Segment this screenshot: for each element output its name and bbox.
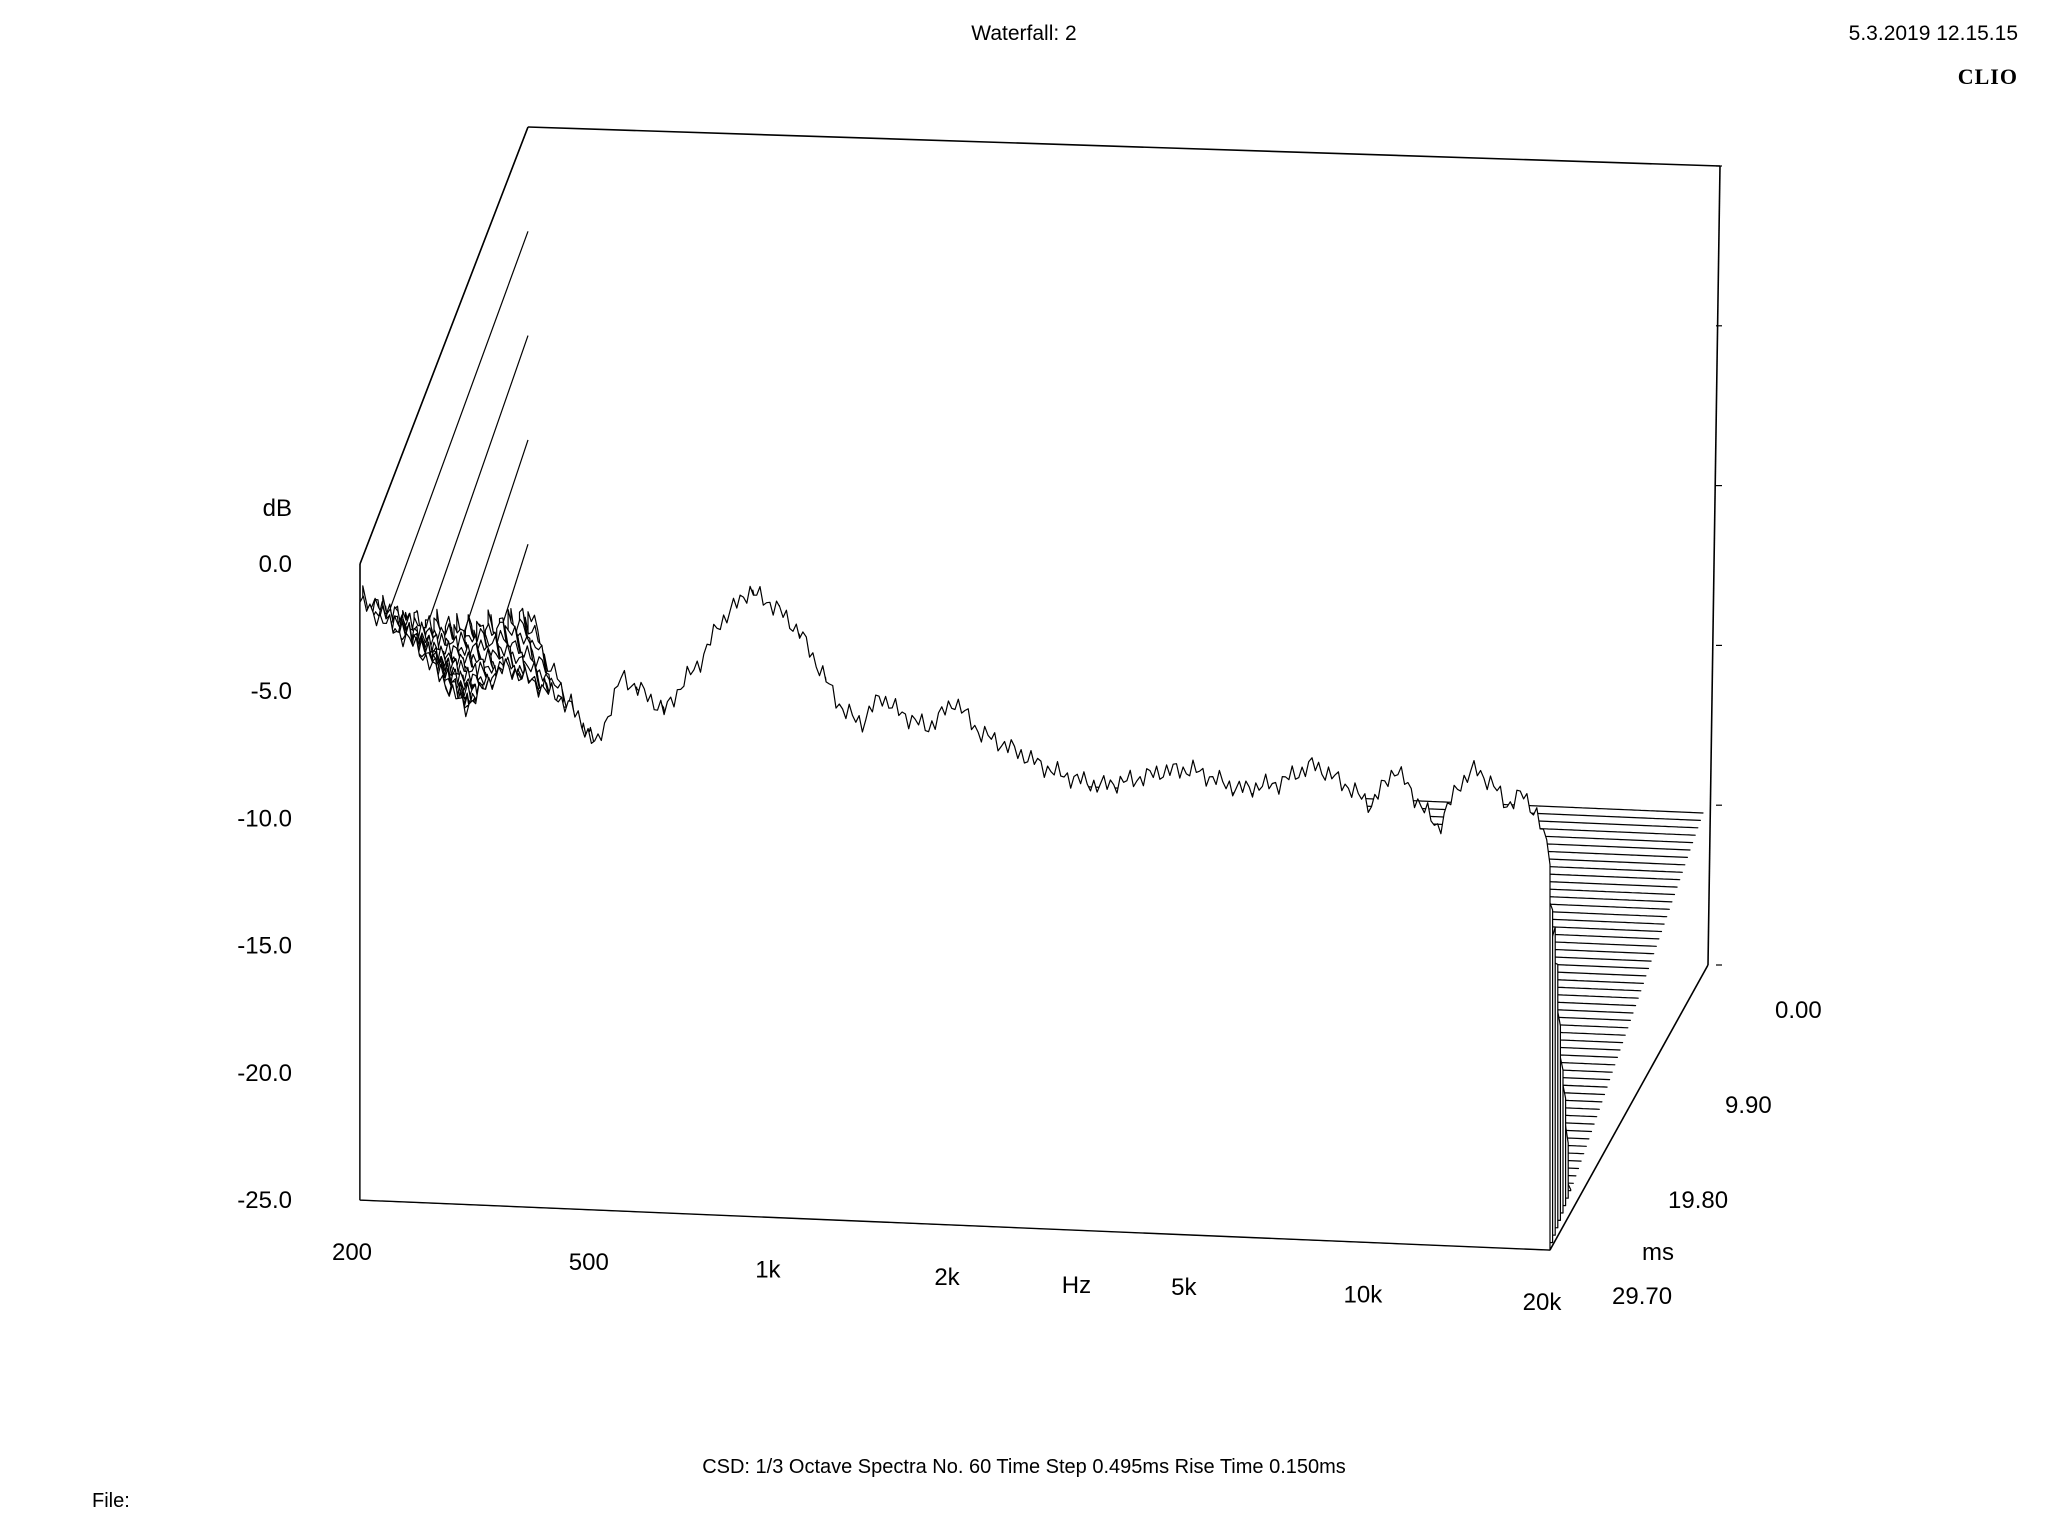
x-tick-label: 20k (1523, 1289, 1563, 1316)
y-tick-label: -20.0 (237, 1060, 292, 1087)
x-tick-label: 2k (934, 1264, 960, 1291)
y-tick-label: -15.0 (237, 933, 292, 960)
brand-logo: CLIO (1957, 64, 2018, 89)
z-axis-label: ms (1642, 1239, 1674, 1266)
x-tick-label: 1k (755, 1256, 781, 1283)
x-tick-label: 500 (569, 1249, 609, 1276)
z-tick-label: 19.80 (1668, 1187, 1728, 1214)
waterfall-traces (359, 585, 1704, 1251)
x-tick-label: 10k (1344, 1281, 1384, 1308)
y-tick-label: -10.0 (237, 805, 292, 832)
spectrum-trace (359, 585, 1551, 1251)
z-tick-label: 0.00 (1775, 997, 1822, 1024)
x-tick-label: 200 (332, 1239, 372, 1266)
y-axis-label: dB (263, 495, 292, 522)
axis-labels: 0.0 -5.0 -10.0 -15.0 -20.0 -25.0 dB 200 500 1k 2k 5… (237, 495, 1821, 1316)
x-axis-label: Hz (1062, 1272, 1091, 1299)
back-right-edge (1707, 165, 1721, 966)
chart-title: Waterfall: 2 (971, 22, 1077, 45)
y-tick-label: -25.0 (237, 1187, 292, 1214)
timestamp: 5.3.2019 12.15.15 (1848, 22, 2018, 45)
measurement-info: CSD: 1/3 Octave Spectra No. 60 Time Step… (702, 1456, 1346, 1478)
z-tick-label: 29.70 (1612, 1283, 1672, 1310)
file-label: File: (92, 1490, 130, 1512)
back-top-edge (527, 126, 1721, 167)
z-tick-label: 9.90 (1725, 1092, 1772, 1119)
db-gridline (359, 126, 529, 565)
y-tick-label: 0.0 (259, 551, 292, 578)
x-tick-label: 5k (1171, 1274, 1197, 1301)
y-tick-label: -5.0 (251, 678, 292, 705)
bottom-right-depth-edge (1549, 964, 1709, 1251)
